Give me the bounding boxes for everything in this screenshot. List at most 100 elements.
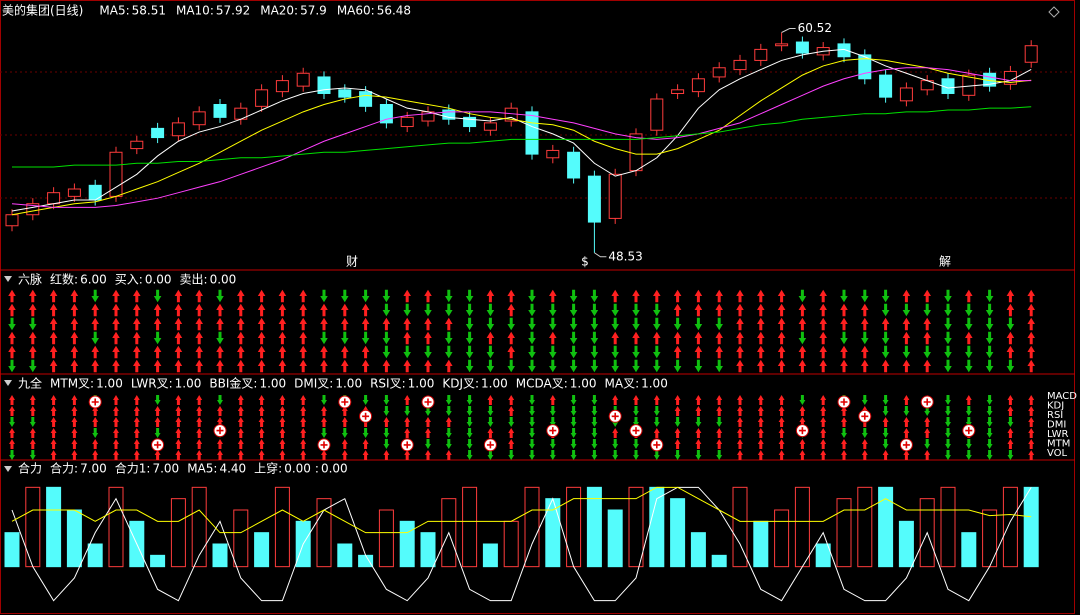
signal-plus bbox=[216, 427, 224, 435]
signal-down bbox=[382, 303, 391, 317]
signal-up bbox=[695, 395, 702, 405]
signal-up bbox=[195, 317, 203, 331]
signal-up bbox=[175, 406, 182, 416]
signal-down bbox=[403, 303, 411, 317]
bar bbox=[628, 486, 644, 568]
signal-down bbox=[715, 317, 723, 331]
signal-up bbox=[279, 395, 286, 405]
signal-up bbox=[695, 439, 702, 449]
candle-body bbox=[5, 214, 19, 227]
signal-up bbox=[965, 289, 973, 303]
signal-down bbox=[965, 359, 973, 373]
signal-down bbox=[840, 289, 848, 303]
signal-up bbox=[71, 450, 78, 460]
header-text: 7.00 bbox=[152, 462, 179, 476]
header-text: 1.00 bbox=[259, 377, 286, 391]
signal-up bbox=[133, 359, 141, 373]
signal-up bbox=[153, 345, 162, 359]
signal-up bbox=[778, 428, 785, 438]
signal-down bbox=[944, 331, 952, 345]
signal-up bbox=[820, 417, 827, 427]
signal-down bbox=[653, 417, 660, 427]
signal-up bbox=[424, 317, 432, 331]
signal-up bbox=[112, 317, 120, 331]
signal-up bbox=[777, 345, 786, 359]
signal-down bbox=[361, 331, 370, 345]
signal-up bbox=[902, 317, 911, 331]
signal-down bbox=[341, 331, 349, 345]
signal-down bbox=[341, 428, 348, 438]
bar bbox=[586, 486, 602, 568]
signal-down bbox=[529, 406, 535, 416]
bar bbox=[420, 532, 436, 568]
signal-down bbox=[549, 345, 557, 359]
signal-down bbox=[320, 289, 328, 303]
signal-plus bbox=[902, 441, 910, 449]
signal-down bbox=[570, 439, 577, 449]
signal-up bbox=[279, 417, 286, 427]
candle-body bbox=[587, 175, 601, 223]
signal-up bbox=[612, 395, 619, 405]
signal-up bbox=[49, 317, 58, 331]
signal-up bbox=[320, 359, 328, 373]
signal-up bbox=[737, 406, 743, 416]
bar bbox=[316, 498, 332, 568]
signal-down bbox=[986, 439, 993, 449]
signal-up bbox=[383, 417, 390, 427]
signal-down bbox=[881, 331, 890, 345]
signal-up bbox=[736, 317, 744, 331]
signal-down bbox=[529, 417, 535, 427]
signal-up bbox=[91, 303, 99, 317]
signal-up bbox=[174, 331, 183, 345]
signal-plus bbox=[965, 427, 973, 435]
header-text: MTM叉: bbox=[50, 377, 94, 391]
signal-plus bbox=[611, 412, 619, 420]
signal-up bbox=[633, 395, 639, 405]
signal-down bbox=[529, 439, 535, 449]
signal-down bbox=[882, 428, 889, 438]
signal-up bbox=[757, 331, 765, 345]
signal-down bbox=[965, 439, 972, 449]
signal-up bbox=[29, 289, 37, 303]
signal-up bbox=[757, 345, 765, 359]
signal-up bbox=[508, 439, 515, 449]
signal-up bbox=[258, 439, 265, 449]
candle-body bbox=[899, 87, 913, 102]
signal-down bbox=[945, 428, 951, 438]
signal-up bbox=[778, 450, 785, 460]
signal-down bbox=[945, 450, 951, 460]
signal-up bbox=[777, 317, 786, 331]
signal-up bbox=[861, 303, 869, 317]
signal-down bbox=[549, 406, 556, 416]
signal-up bbox=[404, 428, 411, 438]
bar bbox=[358, 554, 374, 568]
signal-down bbox=[465, 345, 474, 359]
header-text: 6.00 bbox=[80, 273, 107, 287]
signal-up bbox=[258, 406, 265, 416]
signal-plus bbox=[424, 398, 432, 406]
signal-up bbox=[153, 303, 162, 317]
signal-down bbox=[965, 345, 973, 359]
signal-up bbox=[257, 359, 266, 373]
signal-up bbox=[841, 406, 847, 416]
side-label: LWR bbox=[1047, 429, 1069, 440]
signal-up bbox=[175, 450, 182, 460]
signal-up bbox=[965, 331, 973, 345]
header-text: 56.48 bbox=[377, 4, 411, 18]
signal-down bbox=[29, 317, 37, 331]
signal-up bbox=[113, 417, 119, 427]
signal-up bbox=[361, 359, 370, 373]
signal-up bbox=[195, 345, 203, 359]
signal-up bbox=[382, 359, 391, 373]
signal-down bbox=[487, 450, 494, 460]
signal-up bbox=[508, 428, 515, 438]
signal-down bbox=[569, 345, 578, 359]
signal-up bbox=[217, 450, 223, 460]
signal-down bbox=[508, 417, 515, 427]
header-text: MA60: bbox=[337, 4, 375, 18]
low-label: 48.53 bbox=[608, 249, 642, 263]
ma-line bbox=[11, 58, 1032, 216]
signal-up bbox=[278, 331, 287, 345]
toggle-icon[interactable] bbox=[1048, 6, 1060, 18]
signal-down bbox=[528, 359, 536, 373]
